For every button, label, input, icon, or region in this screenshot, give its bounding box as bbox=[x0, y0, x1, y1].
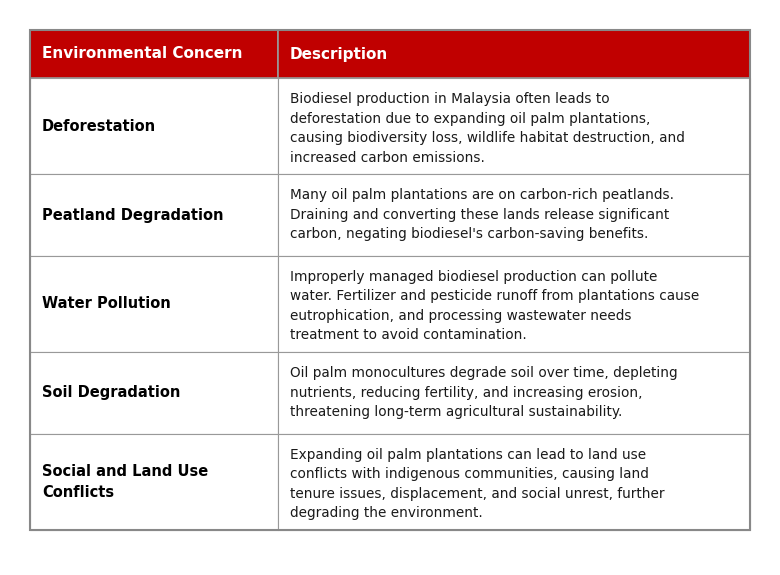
Text: Improperly managed biodiesel production can pollute
water. Fertilizer and pestic: Improperly managed biodiesel production … bbox=[290, 270, 699, 342]
Text: Environmental Concern: Environmental Concern bbox=[42, 47, 243, 62]
Bar bbox=[30, 78, 278, 174]
Text: Biodiesel production in Malaysia often leads to
deforestation due to expanding o: Biodiesel production in Malaysia often l… bbox=[290, 92, 685, 164]
Bar bbox=[30, 174, 278, 256]
Bar bbox=[30, 256, 278, 352]
Bar bbox=[278, 30, 750, 78]
Bar bbox=[278, 174, 750, 256]
Bar bbox=[278, 256, 750, 352]
Text: Peatland Degradation: Peatland Degradation bbox=[42, 208, 224, 223]
Bar bbox=[30, 352, 278, 434]
Bar bbox=[278, 352, 750, 434]
Text: Social and Land Use
Conflicts: Social and Land Use Conflicts bbox=[42, 464, 208, 500]
Text: Expanding oil palm plantations can lead to land use
conflicts with indigenous co: Expanding oil palm plantations can lead … bbox=[290, 448, 665, 520]
Text: Description: Description bbox=[290, 47, 388, 62]
Bar bbox=[30, 30, 278, 78]
Bar bbox=[278, 434, 750, 530]
Bar bbox=[278, 78, 750, 174]
Text: Many oil palm plantations are on carbon-rich peatlands.
Draining and converting : Many oil palm plantations are on carbon-… bbox=[290, 188, 674, 242]
Text: Water Pollution: Water Pollution bbox=[42, 297, 171, 312]
Text: Soil Degradation: Soil Degradation bbox=[42, 385, 180, 400]
Text: Oil palm monocultures degrade soil over time, depleting
nutrients, reducing fert: Oil palm monocultures degrade soil over … bbox=[290, 366, 678, 419]
Bar bbox=[30, 30, 750, 530]
Text: Deforestation: Deforestation bbox=[42, 118, 156, 133]
Bar bbox=[30, 434, 278, 530]
